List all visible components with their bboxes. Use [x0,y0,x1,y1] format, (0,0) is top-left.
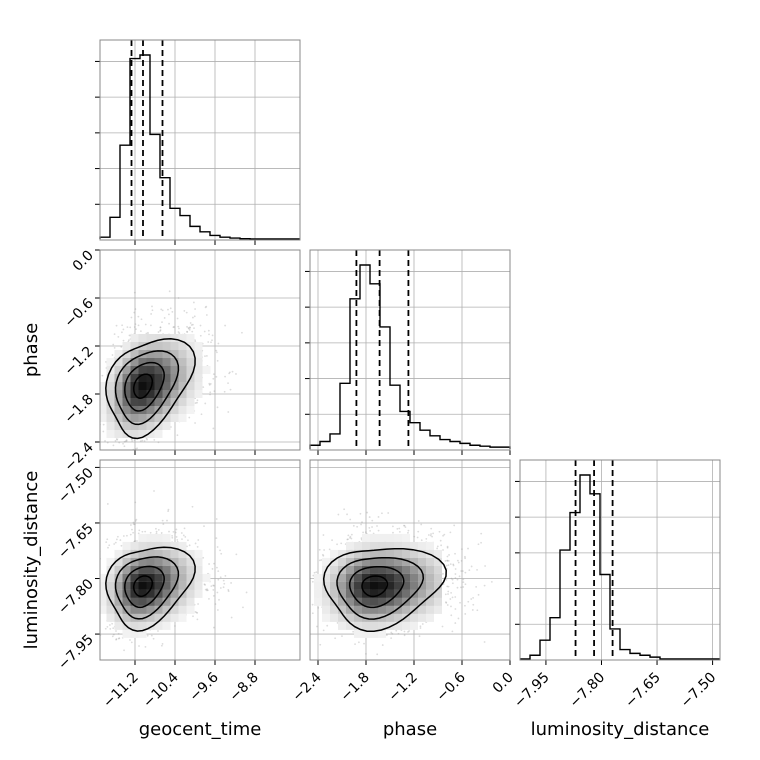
x-tick-label: −9.6 [186,669,221,704]
panel-background [520,460,720,660]
x-tick-label: −1.2 [385,670,420,705]
panel-frame [309,249,511,451]
panel-frame [519,459,721,661]
x-axis-label-geocent_time: geocent_time [139,719,262,740]
y-tick-label: −1.2 [61,344,96,379]
x-tick-label: −0.6 [433,669,468,704]
histogram-phase [309,264,511,449]
panel-frame [99,39,301,241]
panel-frame [99,459,301,661]
density-panel-geocent_time-luminosity_distance [95,459,301,665]
x-tick-label: −7.80 [567,670,609,712]
histogram-panel-luminosity_distance [515,459,721,665]
x-tick-label: −8.8 [226,670,261,705]
x-axis-label-phase: phase [383,719,437,740]
y-axis-label-phase: phase [21,323,42,377]
y-tick-label: −7.65 [55,520,97,562]
contour-0.5sigma [361,575,389,598]
histogram-luminosity_distance [520,474,720,660]
x-axis-label-luminosity_distance: luminosity_distance [531,719,710,740]
y-tick-label: −7.95 [55,632,97,674]
panel-frame [309,459,511,661]
contour-1.5sigma [114,350,180,426]
density-content [100,290,243,450]
panel-background [100,40,300,240]
contour-1sigma [348,565,405,609]
contour-0.5sigma [132,575,154,598]
density-content [100,490,248,652]
y-tick-label: −7.80 [55,576,97,618]
y-tick-label: −2.4 [61,439,96,474]
y-tick-label: 0.0 [70,248,97,275]
contour-2sigma [105,338,196,440]
y-axis-label-luminosity_distance: luminosity_distance [21,471,42,650]
x-tick-label: −7.65 [622,670,664,712]
contour-2sigma [105,546,196,632]
y-tick-label: −1.8 [61,392,96,427]
density-panel-phase-luminosity_distance [309,459,511,665]
x-tick-label: −1.8 [337,670,372,705]
x-tick-label: −7.50 [678,670,720,712]
contour-1sigma [124,565,165,609]
contour-0.5sigma [132,373,154,399]
x-tick-label: −7.95 [511,670,553,712]
density-panel-geocent_time-phase [95,249,301,455]
contour-1.5sigma [114,556,180,620]
histogram-panel-phase [305,249,511,455]
histogram-panel-geocent_time [95,39,301,245]
contour-1.5sigma [336,556,425,620]
y-tick-label: −0.6 [61,295,96,330]
x-tick-label: −2.4 [289,669,324,704]
panel-frame [99,249,301,451]
x-tick-label: −10.4 [140,669,182,711]
contour-1sigma [124,361,165,412]
contour-2sigma [322,547,447,633]
x-tick-label: 0.0 [490,670,517,697]
density-content [310,508,493,656]
x-tick-label: −11.2 [100,670,142,712]
histogram-geocent_time [99,54,300,240]
